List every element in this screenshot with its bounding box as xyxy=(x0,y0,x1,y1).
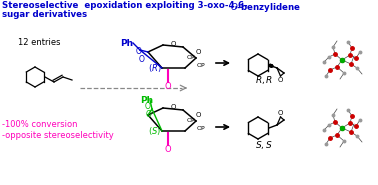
Text: O: O xyxy=(170,104,176,110)
Text: $\it{(S)}$: $\it{(S)}$ xyxy=(149,125,161,137)
Text: OP: OP xyxy=(187,55,196,60)
Text: $\it{(R)}$: $\it{(R)}$ xyxy=(148,62,162,74)
Text: O: O xyxy=(139,55,145,63)
Text: O: O xyxy=(196,49,201,55)
Text: O: O xyxy=(145,102,151,110)
Text: O: O xyxy=(146,110,152,119)
Text: $\it{R,R}$: $\it{R,R}$ xyxy=(255,74,273,86)
Text: -100% conversion: -100% conversion xyxy=(2,120,77,129)
Text: O: O xyxy=(278,77,283,83)
Text: Stereoselective  epoxidation exploiting 3-oxo-4,6-: Stereoselective epoxidation exploiting 3… xyxy=(2,1,248,10)
Text: O: O xyxy=(165,82,171,90)
Text: O: O xyxy=(278,110,283,116)
Text: O: O xyxy=(165,144,171,154)
Text: sugar derivatives: sugar derivatives xyxy=(2,10,87,19)
Text: O: O xyxy=(170,41,176,47)
Text: Ph: Ph xyxy=(121,38,133,48)
Text: O: O xyxy=(136,46,142,56)
Text: -opposite stereoselectivity: -opposite stereoselectivity xyxy=(2,131,114,140)
Text: OP: OP xyxy=(187,117,196,122)
Text: 12 entries: 12 entries xyxy=(18,38,60,47)
Text: OP: OP xyxy=(197,63,206,68)
Text: OP: OP xyxy=(197,125,206,130)
Text: $\it{O}$-benzylidene: $\it{O}$-benzylidene xyxy=(230,1,301,14)
Text: O: O xyxy=(196,112,201,118)
Text: $\it{S,S}$: $\it{S,S}$ xyxy=(255,139,273,151)
Text: Ph: Ph xyxy=(141,95,153,105)
